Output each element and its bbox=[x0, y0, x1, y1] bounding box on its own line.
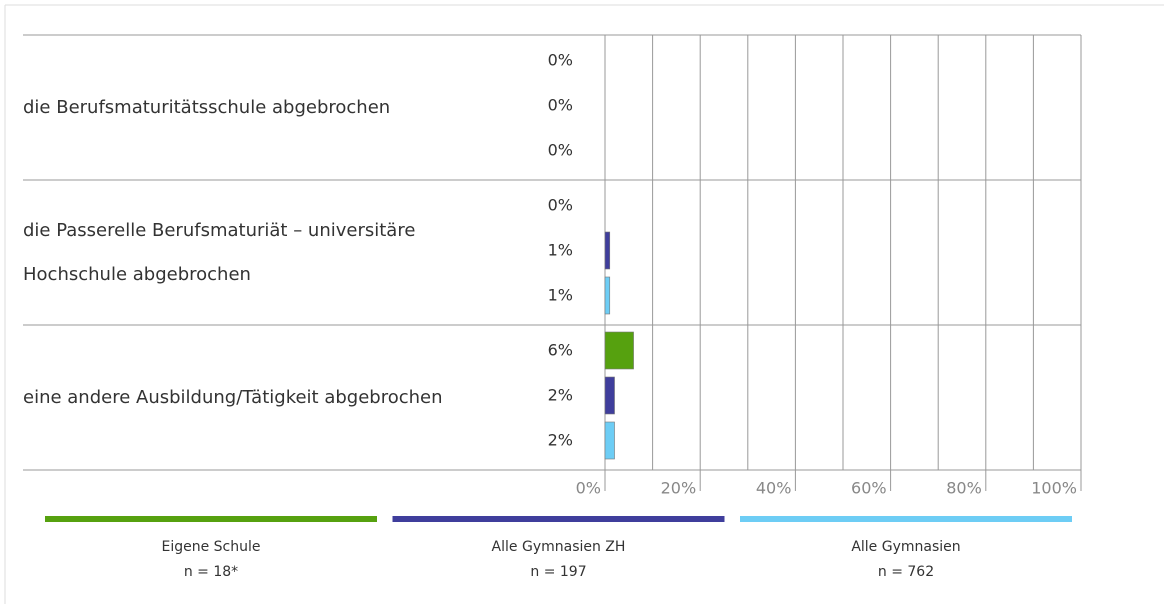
x-tick-label: 80% bbox=[946, 479, 982, 498]
bar bbox=[604, 276, 611, 315]
legend-swatch bbox=[740, 516, 1072, 522]
legend-sample: n = 18* bbox=[184, 564, 238, 580]
x-tick-label: 0% bbox=[576, 479, 601, 498]
bar bbox=[604, 231, 611, 270]
category-label: eine andere Ausbildung/Tätigkeit abgebro… bbox=[23, 386, 443, 408]
bar bbox=[604, 376, 615, 415]
legend-swatch bbox=[392, 516, 725, 522]
legend-sample: n = 762 bbox=[878, 564, 934, 580]
value-label: 0% bbox=[548, 96, 573, 115]
value-label: 0% bbox=[548, 141, 573, 160]
x-tick-label: 60% bbox=[851, 479, 887, 498]
category-label: die Passerelle Berufsmaturiät – universi… bbox=[23, 219, 416, 285]
value-label: 6% bbox=[548, 341, 573, 360]
category-label: die Berufsmaturitätsschule abgebrochen bbox=[23, 96, 391, 118]
bar bbox=[604, 331, 634, 370]
value-label: 2% bbox=[548, 431, 573, 450]
value-label: 1% bbox=[548, 241, 573, 260]
legend-label: Alle Gymnasien ZH bbox=[492, 539, 626, 555]
legend-sample: n = 197 bbox=[530, 564, 586, 580]
value-label: 0% bbox=[548, 51, 573, 70]
value-label: 0% bbox=[548, 196, 573, 215]
legend-label: Eigene Schule bbox=[161, 539, 260, 555]
legend-swatch bbox=[45, 516, 377, 522]
x-tick-label: 40% bbox=[756, 479, 792, 498]
x-tick-label: 20% bbox=[661, 479, 697, 498]
value-label: 2% bbox=[548, 386, 573, 405]
x-tick-label: 100% bbox=[1031, 479, 1077, 498]
value-label: 1% bbox=[548, 286, 573, 305]
legend-label: Alle Gymnasien bbox=[851, 539, 960, 555]
bar bbox=[604, 421, 615, 460]
